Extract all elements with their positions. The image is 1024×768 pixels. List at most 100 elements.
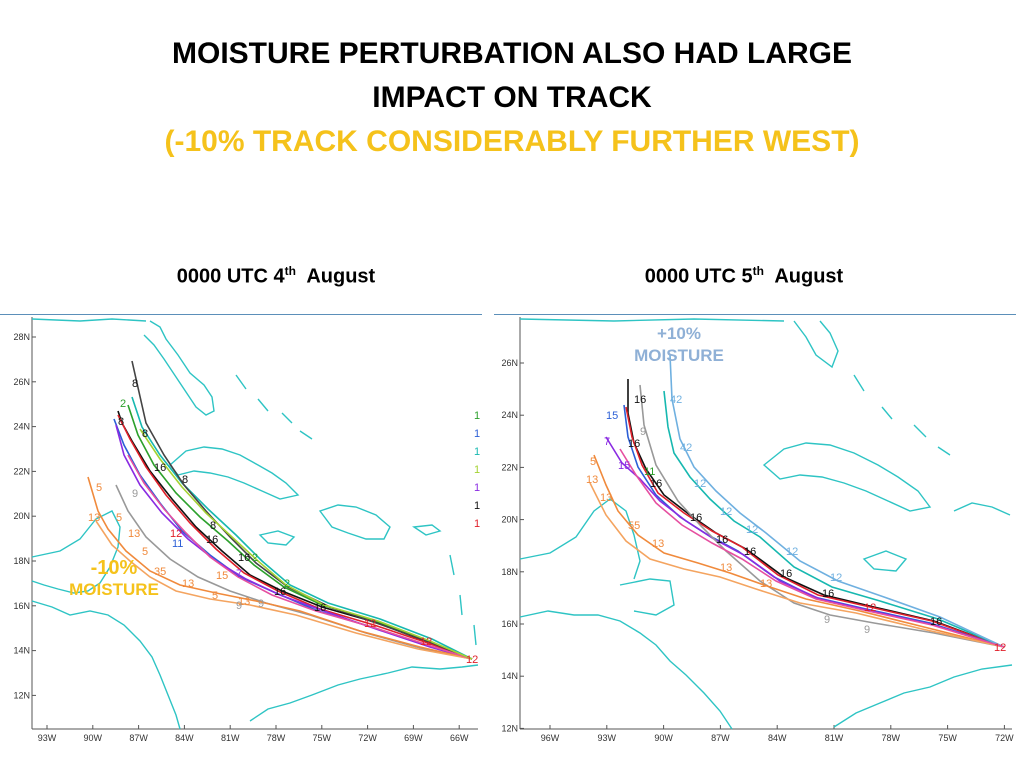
right-label: 12 bbox=[720, 506, 732, 518]
left-label: 13 bbox=[182, 578, 194, 590]
right-y-tick-label: 20N bbox=[501, 515, 518, 525]
right-belize-border bbox=[619, 578, 675, 616]
left-bahamas bbox=[235, 374, 313, 440]
left-y-tick-label: 12N bbox=[13, 690, 30, 700]
right-track-map: 26N 24N 22N 20N 18N 16N 14N 12N 96W 93W 90W 87W 84W… bbox=[494, 314, 1016, 745]
title-line-1: MOISTURE PERTURBATION ALSO HAD LARGE bbox=[172, 37, 852, 70]
right-y-tick-label: 12N bbox=[501, 723, 518, 733]
right-x-tick-label: 78W bbox=[882, 733, 901, 743]
left-label: 12 bbox=[170, 528, 182, 540]
right-bahamas bbox=[853, 374, 951, 456]
right-label: 16 bbox=[628, 438, 640, 450]
right-moisture-annotation: +10% MOISTURE bbox=[614, 323, 744, 367]
left-label: 1 bbox=[474, 464, 480, 476]
left-label: 9 bbox=[236, 600, 242, 612]
right-annotation-label: MOISTURE bbox=[634, 346, 724, 365]
left-cuba-coast bbox=[169, 446, 300, 500]
left-track-gray bbox=[115, 484, 473, 660]
right-x-tick-group: 96W 93W 90W 87W 84W 81W 78W 75W 72W bbox=[541, 725, 1014, 743]
left-label: 16 bbox=[238, 552, 250, 564]
left-label: 5 bbox=[212, 590, 218, 602]
left-puertorico-coast bbox=[412, 524, 442, 536]
right-coastlines bbox=[519, 318, 1013, 730]
left-annotation-label: MOISTURE bbox=[69, 580, 159, 599]
left-label: 16 bbox=[206, 534, 218, 546]
right-label: 16 bbox=[744, 546, 756, 558]
left-jamaica-coast bbox=[258, 530, 296, 546]
left-track-blue bbox=[113, 418, 473, 660]
right-caption-sup: th bbox=[752, 264, 764, 278]
left-label: 1 bbox=[474, 518, 480, 530]
left-track-red bbox=[117, 414, 473, 660]
left-label: 16 bbox=[314, 602, 326, 614]
left-y-tick-label: 24N bbox=[13, 422, 30, 432]
left-storm-tracks bbox=[87, 360, 473, 660]
right-label: 16 bbox=[690, 512, 702, 524]
left-label: 13 bbox=[128, 528, 140, 540]
title-line-2: IMPACT ON TRACK bbox=[372, 81, 652, 114]
right-florida-coast bbox=[793, 320, 839, 369]
left-track-orange1 bbox=[87, 476, 473, 660]
left-label: 2 bbox=[120, 398, 126, 410]
right-label: 12 bbox=[786, 546, 798, 558]
right-gulf-coast bbox=[519, 318, 785, 322]
right-track-orange2 bbox=[589, 482, 1005, 648]
right-label: 16 bbox=[780, 568, 792, 580]
left-label: 16 bbox=[274, 586, 286, 598]
left-x-tick-label: 90W bbox=[84, 733, 103, 743]
left-caption-month: August bbox=[306, 265, 376, 288]
right-label: 13 bbox=[652, 538, 664, 550]
right-caption-month: August bbox=[774, 265, 844, 288]
left-label: 1 bbox=[474, 446, 480, 458]
right-label: 13 bbox=[760, 578, 772, 590]
right-label: 42 bbox=[680, 442, 692, 454]
right-label: 13 bbox=[720, 562, 732, 574]
right-panel-caption: 0000 UTC 5th August bbox=[554, 264, 934, 289]
left-y-tick-label: 14N bbox=[13, 646, 30, 656]
right-caption-text: 0000 UTC 5 bbox=[644, 265, 753, 288]
right-track-red bbox=[625, 406, 1005, 648]
left-label: 8 bbox=[210, 520, 216, 532]
left-label: 9 bbox=[258, 598, 264, 610]
right-label: 16 bbox=[930, 616, 942, 628]
right-label: 13 bbox=[586, 474, 598, 486]
right-southamerica-coast bbox=[833, 664, 1013, 728]
right-label: 9 bbox=[824, 614, 830, 626]
left-label: 11 bbox=[172, 538, 183, 550]
right-label: 12 bbox=[830, 572, 842, 584]
right-track-purple bbox=[605, 436, 1005, 648]
right-x-tick-label: 87W bbox=[711, 733, 730, 743]
right-storm-tracks bbox=[589, 354, 1005, 648]
left-track-pink bbox=[127, 454, 473, 660]
left-label: 13 bbox=[88, 512, 100, 524]
left-x-tick-label: 81W bbox=[221, 733, 240, 743]
left-x-tick-label: 75W bbox=[313, 733, 332, 743]
right-track-gray bbox=[639, 384, 1005, 648]
left-label: 12 bbox=[364, 618, 376, 630]
right-label: 12 bbox=[694, 478, 706, 490]
left-label: 8 bbox=[118, 416, 124, 428]
left-y-tick-label: 22N bbox=[13, 466, 30, 476]
left-label: 8 bbox=[132, 378, 138, 390]
left-track-labels: 8 8 8 8 8 5 13 5 13 5 35 13 5 15 13 9 9 … bbox=[88, 378, 480, 666]
left-centralamerica-coast bbox=[31, 600, 181, 730]
right-label: 12 bbox=[864, 602, 876, 614]
slide-title: MOISTURE PERTURBATION ALSO HAD LARGE IMP… bbox=[0, 32, 1024, 164]
right-x-tick-label: 81W bbox=[825, 733, 844, 743]
right-x-tick-label: 75W bbox=[938, 733, 957, 743]
right-label: 15 bbox=[618, 460, 630, 472]
left-caption-sup: th bbox=[284, 264, 296, 278]
left-y-tick-label: 28N bbox=[13, 332, 30, 342]
left-track-map: 28N 26N 24N 22N 20N 18N 16N 14N 12N 93W 90W 87W 84W… bbox=[0, 314, 482, 745]
right-label: 7 bbox=[604, 436, 610, 448]
left-x-tick-label: 78W bbox=[267, 733, 286, 743]
right-map-svg: 26N 24N 22N 20N 18N 16N 14N 12N 96W 93W 90W 87W 84W… bbox=[501, 317, 1014, 743]
right-y-tick-label: 22N bbox=[501, 462, 518, 472]
left-coastlines bbox=[31, 318, 479, 730]
left-label: 13 bbox=[238, 596, 250, 608]
right-hispaniola-coast bbox=[953, 502, 1011, 516]
right-track-orange bbox=[593, 454, 1005, 648]
left-moisture-annotation: -10% MOISTURE bbox=[64, 557, 164, 601]
right-annotation-percent: +10% bbox=[657, 324, 701, 343]
left-track-yellowgreen bbox=[139, 428, 473, 660]
